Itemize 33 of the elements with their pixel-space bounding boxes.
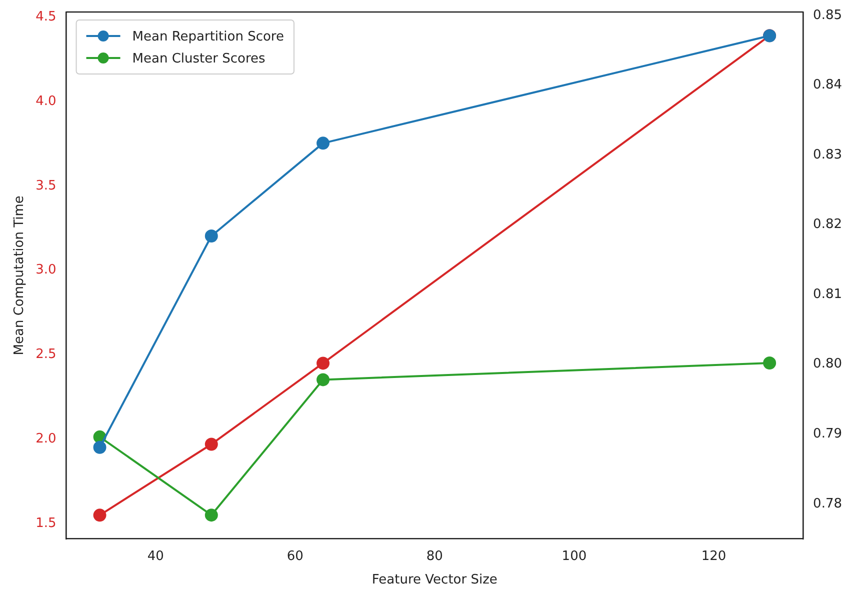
point xyxy=(316,136,330,150)
x-axis-title: Feature Vector Size xyxy=(372,572,498,588)
y2-tick-label: 0.85 xyxy=(813,8,842,23)
point xyxy=(93,440,106,454)
point xyxy=(316,356,330,370)
point xyxy=(93,508,106,522)
legend-label: Mean Repartition Score xyxy=(132,29,284,44)
point xyxy=(316,373,330,386)
y2-tick-label: 0.78 xyxy=(813,496,842,512)
x-tick-label: 40 xyxy=(147,548,164,564)
y2-tick-label: 0.81 xyxy=(813,286,842,302)
x-tick-label: 60 xyxy=(286,548,304,564)
legend-label: Mean Cluster Scores xyxy=(132,51,266,66)
y-axis-title: Mean Computation Time xyxy=(12,196,28,356)
y2-tick-label: 0.80 xyxy=(813,356,842,372)
y2-tick-label: 0.83 xyxy=(813,147,842,162)
y2-tick-label: 0.79 xyxy=(813,426,842,442)
point xyxy=(204,438,218,451)
y-tick-label: 4.5 xyxy=(36,9,56,24)
y-tick-label: 3.5 xyxy=(36,178,56,194)
y-tick-label: 1.5 xyxy=(36,516,56,531)
point xyxy=(763,356,776,370)
x-tick-label: 100 xyxy=(562,548,587,564)
y-tick-label: 4.0 xyxy=(36,94,56,109)
x-tick-label: 80 xyxy=(426,548,443,564)
point xyxy=(204,508,218,522)
y-tick-label: 3.0 xyxy=(36,262,56,278)
x-tick-label: 120 xyxy=(701,548,726,564)
y-tick-label: 2.5 xyxy=(36,347,56,362)
y2-tick-label: 0.82 xyxy=(813,217,842,232)
y2-tick-label: 0.84 xyxy=(813,78,842,93)
point xyxy=(204,229,218,242)
y-tick-label: 2.0 xyxy=(36,432,56,447)
